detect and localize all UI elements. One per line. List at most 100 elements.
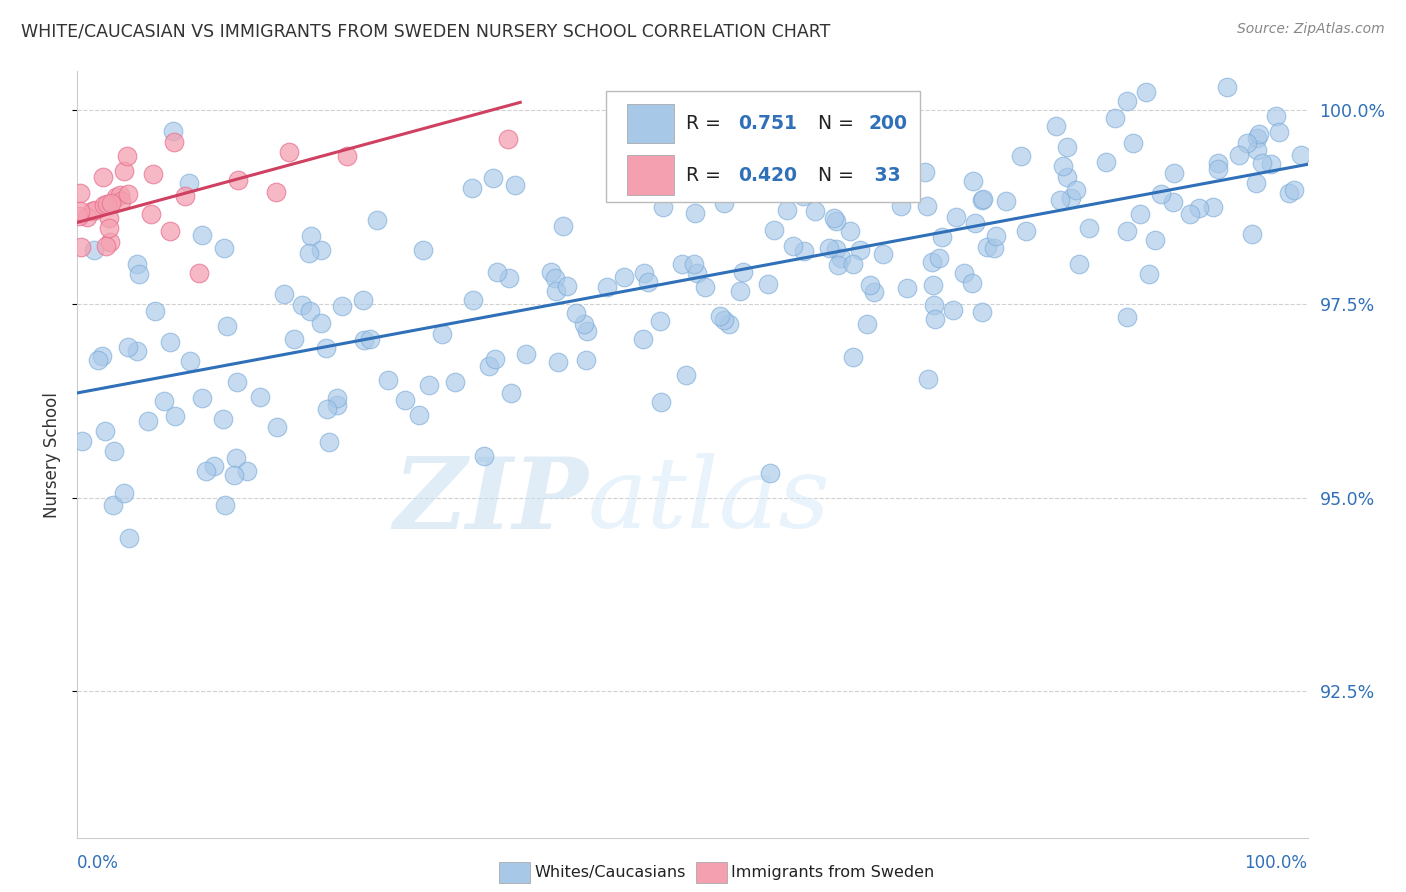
Point [336, 149, 359, 163]
Point [683, 205, 706, 219]
Point [444, 376, 467, 390]
Point [782, 239, 804, 253]
Point [1045, 119, 1067, 133]
Point [179, 353, 201, 368]
Point [1246, 143, 1268, 157]
Point [830, 252, 852, 266]
Point [115, 149, 138, 163]
Text: R =: R = [686, 114, 727, 133]
Point [159, 224, 181, 238]
Point [960, 276, 983, 290]
Point [1289, 148, 1312, 162]
Text: Source: ZipAtlas.com: Source: ZipAtlas.com [1237, 22, 1385, 37]
Point [359, 333, 381, 347]
Point [91, 350, 114, 364]
Point [876, 167, 898, 181]
Point [1010, 149, 1032, 163]
Point [823, 211, 845, 226]
Point [1116, 224, 1139, 238]
Point [596, 280, 619, 294]
Point [637, 275, 659, 289]
Point [972, 193, 994, 207]
Text: N =: N = [818, 114, 860, 133]
Point [945, 210, 967, 224]
Point [80, 203, 103, 218]
Point [125, 344, 148, 359]
Point [682, 185, 704, 199]
Point [1095, 154, 1118, 169]
Point [1077, 221, 1099, 235]
Point [540, 265, 562, 279]
Point [650, 313, 672, 327]
Text: 100.0%: 100.0% [1244, 854, 1308, 871]
Point [103, 498, 125, 512]
Point [841, 257, 863, 271]
Point [477, 359, 499, 374]
Point [1206, 162, 1229, 177]
Point [803, 204, 825, 219]
Point [613, 270, 636, 285]
Point [1240, 227, 1263, 241]
Point [117, 186, 139, 201]
Point [162, 124, 184, 138]
Point [731, 265, 754, 279]
Point [125, 257, 148, 271]
Point [318, 434, 340, 449]
Point [1060, 191, 1083, 205]
Text: 200: 200 [869, 114, 907, 133]
Point [266, 186, 288, 200]
Point [515, 347, 537, 361]
Point [651, 200, 673, 214]
Point [544, 271, 567, 285]
Point [713, 196, 735, 211]
Point [1236, 136, 1258, 150]
Point [1056, 140, 1078, 154]
Point [461, 181, 484, 195]
Text: ZIP: ZIP [392, 453, 588, 549]
Point [915, 199, 938, 213]
Point [813, 134, 835, 148]
Point [278, 145, 301, 160]
Text: 33: 33 [869, 166, 901, 185]
Point [430, 326, 453, 341]
Point [1206, 156, 1229, 170]
Point [575, 353, 598, 368]
Point [142, 167, 165, 181]
Point [922, 277, 945, 292]
Point [1052, 160, 1074, 174]
Point [650, 395, 672, 409]
Point [962, 174, 984, 188]
Point [211, 412, 233, 426]
Point [97, 211, 120, 226]
Point [976, 240, 998, 254]
Point [76, 210, 98, 224]
Point [810, 153, 832, 167]
Point [631, 332, 654, 346]
Point [118, 531, 141, 545]
Point [93, 197, 115, 211]
Point [924, 312, 946, 326]
Point [1265, 109, 1288, 123]
Point [108, 188, 131, 202]
Point [96, 196, 118, 211]
Point [202, 458, 225, 473]
FancyBboxPatch shape [627, 103, 673, 143]
Point [824, 214, 846, 228]
Point [408, 408, 430, 422]
Point [547, 355, 569, 369]
Point [98, 221, 121, 235]
FancyBboxPatch shape [606, 91, 920, 202]
Point [952, 266, 974, 280]
Text: 0.0%: 0.0% [77, 854, 120, 871]
Point [187, 266, 209, 280]
Point [291, 298, 314, 312]
Point [983, 241, 1005, 255]
Point [1260, 157, 1282, 171]
Text: atlas: atlas [588, 453, 831, 549]
Point [377, 373, 399, 387]
Point [709, 309, 731, 323]
Point [117, 339, 139, 353]
Point [112, 163, 135, 178]
Text: 0.420: 0.420 [738, 166, 797, 185]
Text: Immigrants from Sweden: Immigrants from Sweden [731, 865, 935, 880]
